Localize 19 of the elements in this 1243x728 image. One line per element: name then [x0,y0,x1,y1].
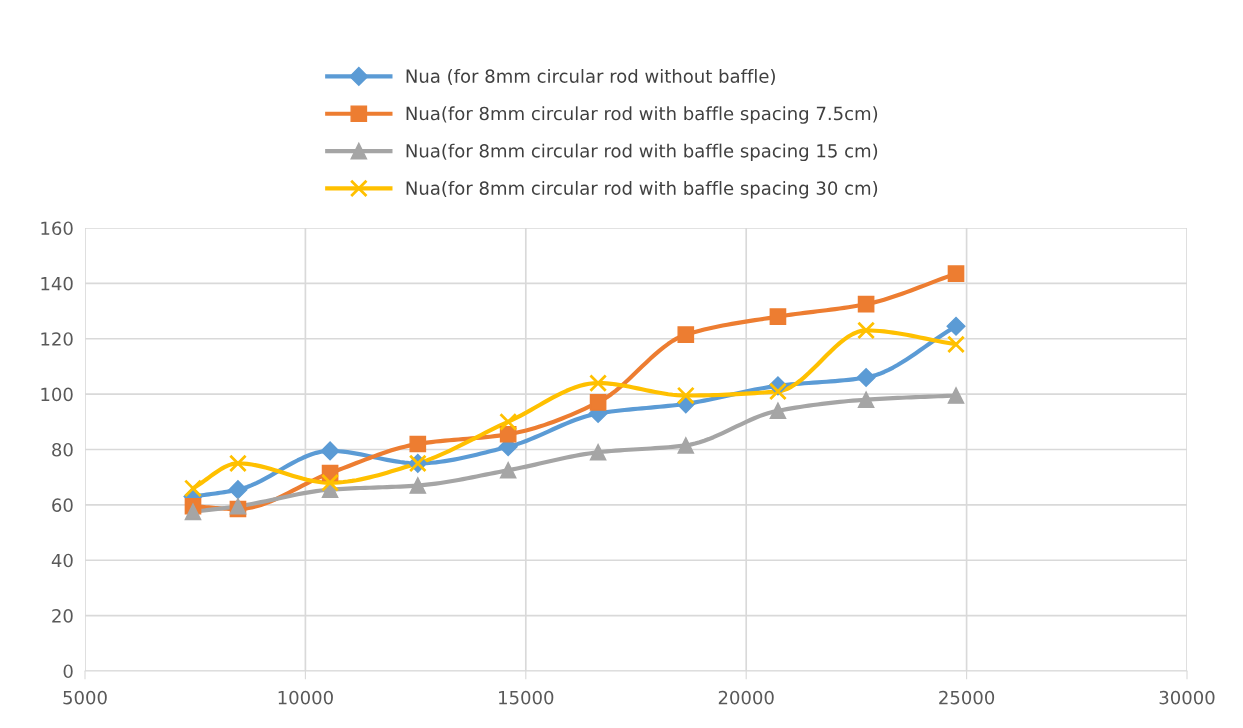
legend-label: Nua (for 8mm circular rod without baffle) [406,68,775,86]
y-tick-label: 20 [52,609,73,623]
y-tick-label: 80 [52,442,73,457]
legend-label: Nua(for 8mm circular rod with baffle spacing 7.5cm) [406,106,878,124]
y-tick-label: 160 [41,221,73,236]
y-tick-label: 140 [41,276,73,291]
y-tick-label: 40 [51,553,73,568]
x-tick-label: 15000 [499,690,554,705]
x-tick-label: 30000 [1159,690,1215,705]
y-tick-label: 0 [63,664,73,679]
legend-label: Nua(for 8mm circular rod with baffle spacing 15 cm) [406,143,878,162]
y-tick-label: 120 [41,332,73,346]
x-tick-label: 10000 [278,690,333,705]
x-tick-label: 25000 [939,690,995,705]
x-tick-label: 5000 [63,690,107,705]
y-tick-label: 100 [41,387,73,402]
y-tick-label: 60 [52,498,73,512]
x-tick-label: 20000 [718,690,774,705]
legend-label: Nua(for 8mm circular rod with baffle spacing 30 cm) [406,180,878,199]
